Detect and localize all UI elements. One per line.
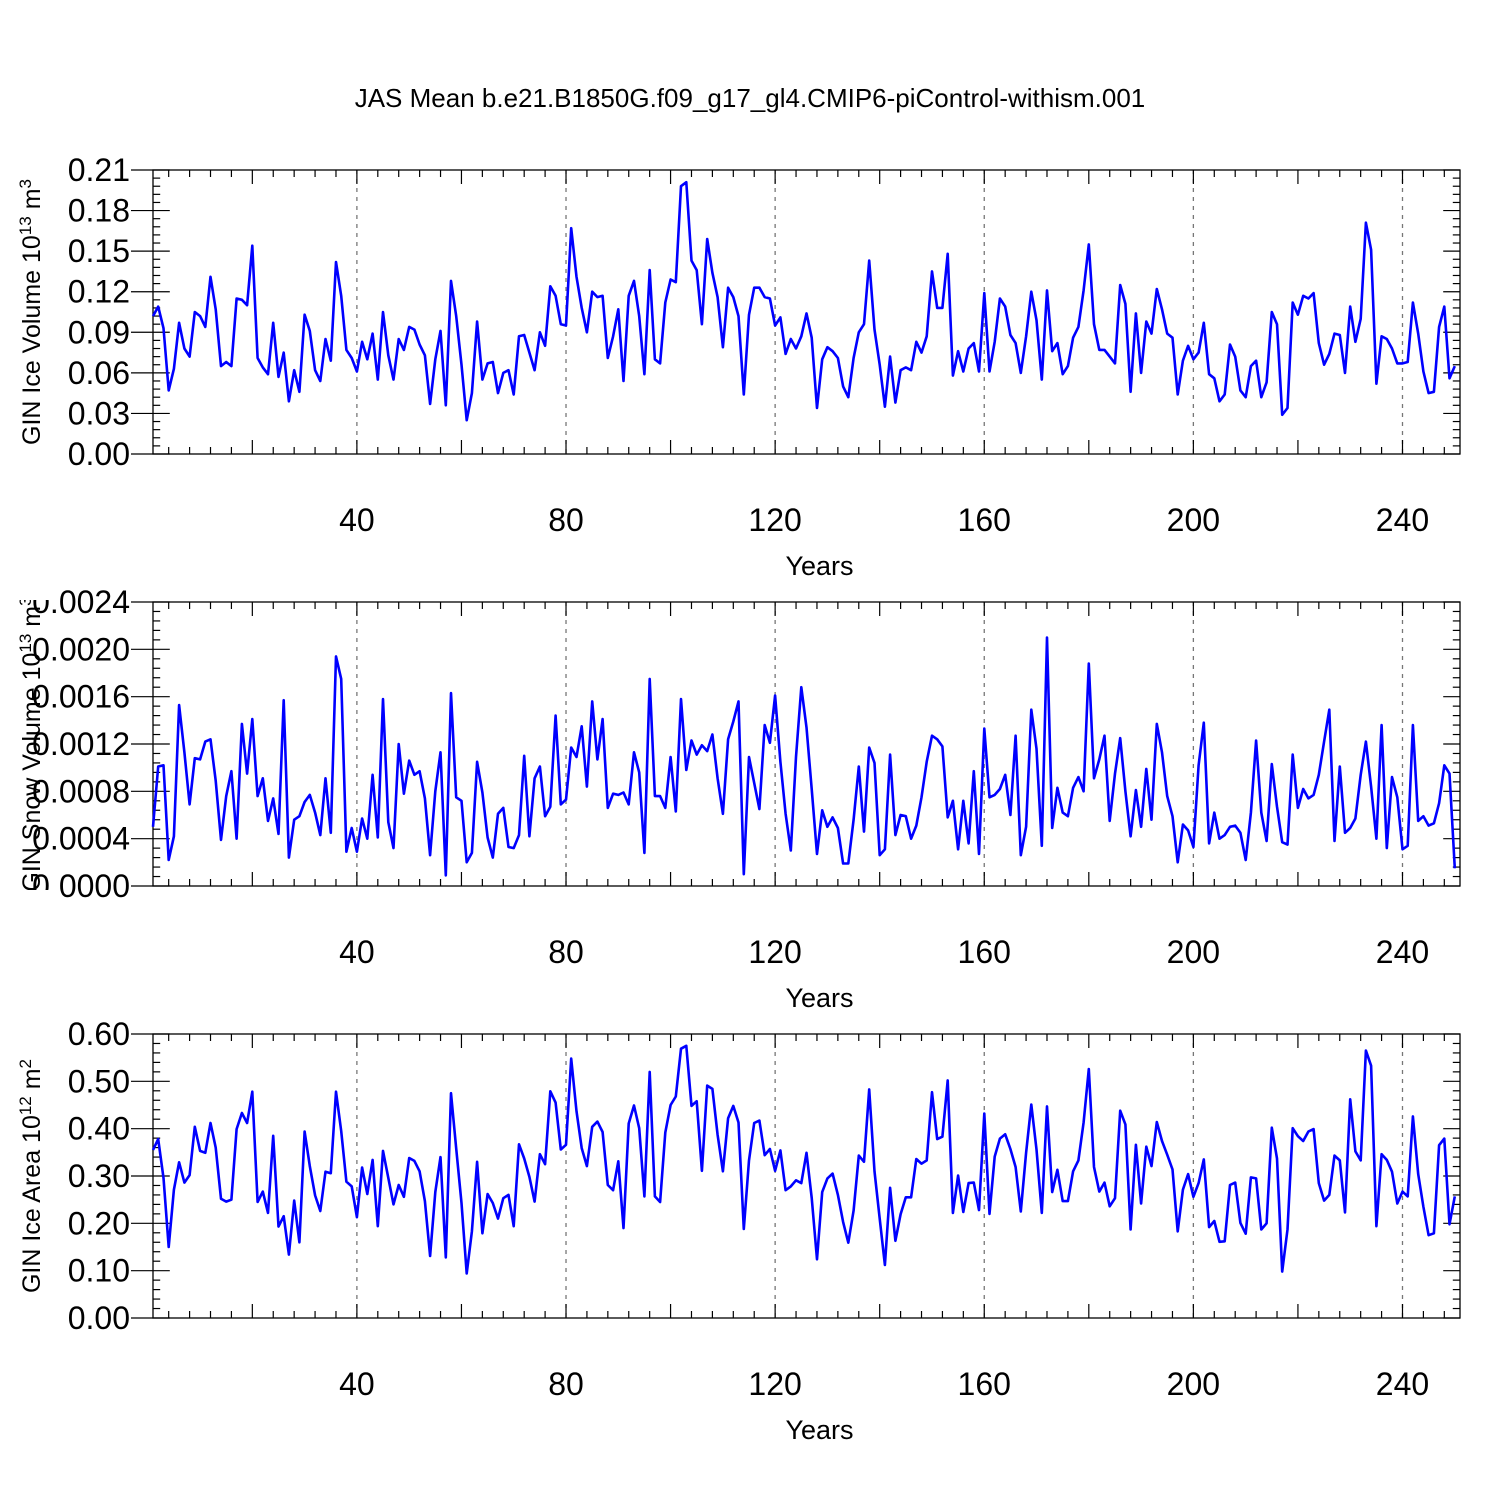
x-axis-label: Years: [785, 551, 853, 581]
label-overlap-mask: [0, 890, 58, 920]
figure-title: JAS Mean b.e21.B1850G.f09_g17_gl4.CMIP6-…: [355, 83, 1146, 113]
label-overlap-mask: [0, 580, 58, 600]
y-tick-label: 0.0020: [32, 631, 130, 667]
y-tick-label: 0.30: [68, 1158, 130, 1194]
series-line: [151, 636, 1457, 877]
x-tick-label: 80: [548, 1366, 584, 1402]
y-tick-label: 0.50: [68, 1063, 130, 1099]
y-tick-label: 0.60: [68, 1016, 130, 1052]
y-tick-label: 0.0008: [32, 773, 130, 809]
x-tick-label: 120: [748, 1366, 801, 1402]
x-tick-label: 40: [339, 502, 375, 538]
x-tick-label: 240: [1376, 934, 1429, 970]
y-tick-label: 0.0012: [32, 726, 130, 762]
x-tick-label: 40: [339, 1366, 375, 1402]
panel-2: 0.00000.00040.00080.00120.00160.00200.00…: [16, 584, 1461, 1013]
y-tick-label: 0.18: [68, 193, 130, 229]
x-axis-label: Years: [785, 983, 853, 1013]
x-tick-label: 240: [1376, 502, 1429, 538]
series-line: [151, 180, 1456, 422]
x-axis-label: Years: [785, 1415, 853, 1445]
x-tick-label: 80: [548, 502, 584, 538]
y-tick-label: 0.21: [68, 152, 130, 188]
y-tick-label: 0.00: [68, 1300, 130, 1336]
panel-3: 0.00 0.10 0.20 0.30 0.40 0.50 0.60 40 80 120 160 20…: [16, 1016, 1461, 1445]
x-tick-label: 80: [548, 934, 584, 970]
y-tick-label: 0.12: [68, 274, 130, 310]
x-tick-label: 200: [1167, 1366, 1220, 1402]
y-axis-label: GIN Ice Volume 1013 m3: [16, 179, 47, 445]
y-tick-label: 0.20: [68, 1205, 130, 1241]
y-tick-label: 0.06: [68, 355, 130, 391]
x-tick-label: 200: [1167, 934, 1220, 970]
y-tick-label: 0.00: [68, 436, 130, 472]
y-tick-label: 0.40: [68, 1111, 130, 1147]
y-axis-label: GIN Ice Area 1012 m2: [16, 1059, 47, 1293]
series-line: [151, 1044, 1457, 1275]
y-tick-label: 0.10: [68, 1253, 130, 1289]
panel-1: 0.00 0.03 0.06 0.09 0.12 0.15 0.18 0.21 40 80 120 1…: [16, 152, 1461, 581]
x-tick-label: 200: [1167, 502, 1220, 538]
x-tick-label: 120: [748, 502, 801, 538]
x-tick-label: 160: [958, 1366, 1011, 1402]
x-tick-label: 40: [339, 934, 375, 970]
y-tick-label: 0.15: [68, 233, 130, 269]
y-tick-label: 0.0004: [32, 821, 130, 857]
x-tick-label: 120: [748, 934, 801, 970]
plot-frame: [152, 169, 1461, 455]
y-tick-label: 0.09: [68, 314, 130, 350]
y-tick-label: 0.03: [68, 395, 130, 431]
x-tick-label: 160: [958, 502, 1011, 538]
x-tick-label: 240: [1376, 1366, 1429, 1402]
x-tick-label: 160: [958, 934, 1011, 970]
y-tick-label: 0.0016: [32, 679, 130, 715]
y-axis-label: GIN Snow Volume 1013 m3: [16, 596, 47, 891]
